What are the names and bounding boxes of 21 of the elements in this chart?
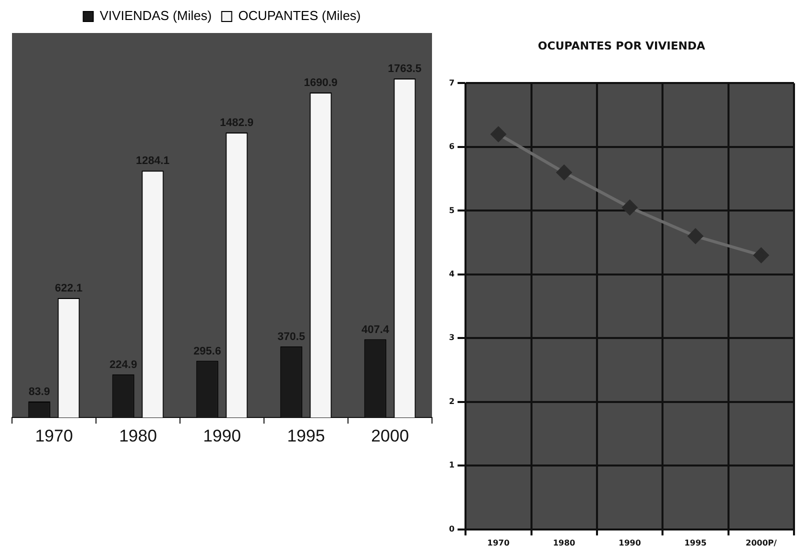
legend-label: VIVIENDAS (Miles) bbox=[100, 8, 212, 24]
x-tick-label: 1970 bbox=[487, 538, 510, 548]
x-tick-label: 1990 bbox=[203, 426, 241, 446]
x-tick-label: 1970 bbox=[35, 426, 73, 446]
y-tick-label: 1 bbox=[448, 460, 455, 470]
y-tick-label: 4 bbox=[448, 270, 455, 279]
x-tick-label: 1990 bbox=[618, 538, 642, 548]
legend-label: OCUPANTES (Miles) bbox=[238, 8, 361, 24]
x-tick-label: 1995 bbox=[684, 538, 708, 548]
y-tick-label: 3 bbox=[448, 333, 455, 342]
y-tick-label: 6 bbox=[448, 142, 455, 152]
y-tick-label: 5 bbox=[448, 206, 455, 215]
x-tick-label: 1995 bbox=[287, 426, 325, 446]
x-tick-label: 2000 bbox=[371, 426, 409, 446]
chart-title: OCUPANTES POR VIVIENDA bbox=[538, 39, 706, 52]
x-tick-label: 1980 bbox=[119, 426, 157, 446]
y-tick-label: 0 bbox=[448, 524, 455, 534]
x-tick-label: 2000P/ bbox=[746, 538, 777, 548]
y-tick-label: 2 bbox=[448, 396, 455, 406]
x-tick-label: 1980 bbox=[552, 538, 576, 548]
y-tick-label: 7 bbox=[448, 78, 455, 88]
